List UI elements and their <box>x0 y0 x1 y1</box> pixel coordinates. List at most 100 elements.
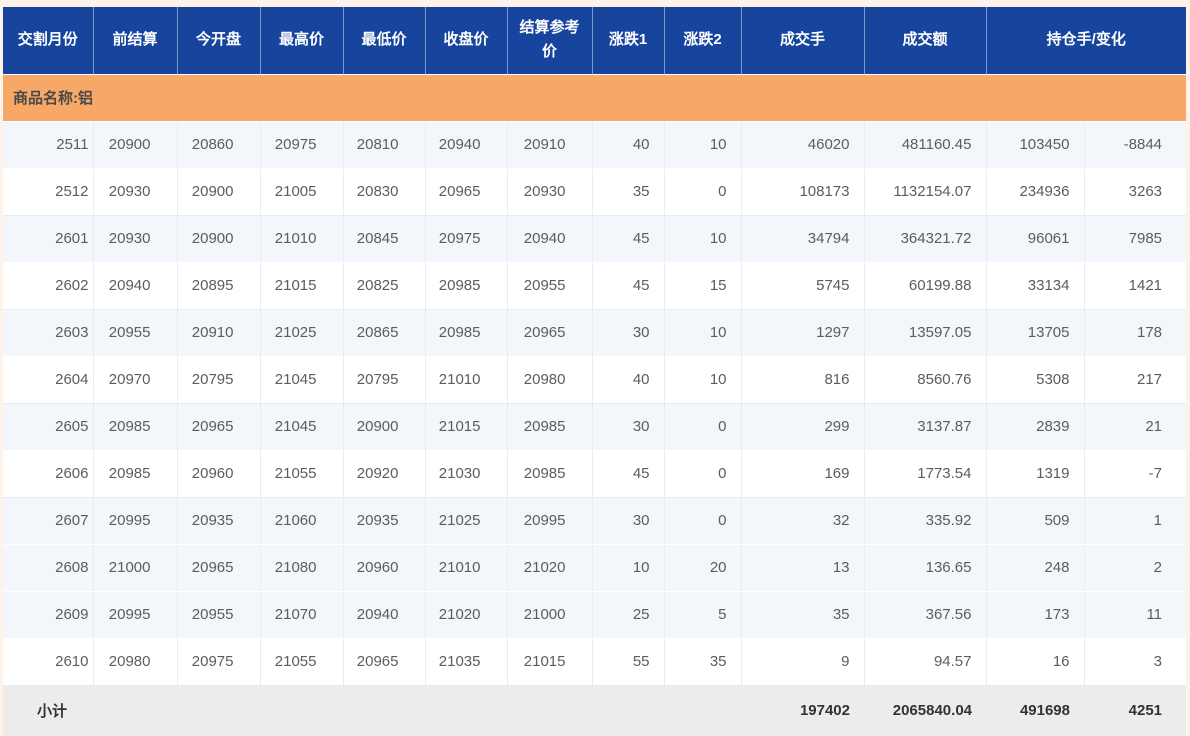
col-header-delivery-month: 交割月份 <box>3 7 94 74</box>
cell-value: 1319 <box>986 450 1085 498</box>
table-row: 2606 20985 20960 21055 20920 21030 20985 45 0 169… <box>3 450 1187 498</box>
cell-value: 1773.54 <box>864 450 987 498</box>
cell-value: 3137.87 <box>864 403 987 451</box>
cell-value: 1297 <box>741 309 865 357</box>
cell-value: -7 <box>1084 450 1187 498</box>
cell-value: 20955 <box>93 309 178 357</box>
subtotal-value <box>343 685 425 736</box>
cell-value: 173 <box>986 591 1085 639</box>
cell-value: 0 <box>664 403 742 451</box>
cell-value: 20955 <box>507 262 593 310</box>
cell-value: 3263 <box>1084 168 1187 216</box>
cell-value: 21010 <box>425 356 508 404</box>
cell-value: 20980 <box>507 356 593 404</box>
cell-value: 10 <box>592 544 665 592</box>
cell-value: 13705 <box>986 309 1085 357</box>
cell-value: 20910 <box>507 121 593 169</box>
cell-value: 20935 <box>343 497 426 545</box>
col-header-open-interest-change: 持仓手/变化 <box>986 7 1187 74</box>
cell-value: 20995 <box>507 497 593 545</box>
cell-value: 10 <box>664 121 742 169</box>
cell-value: 20810 <box>343 121 426 169</box>
cell-value: 20930 <box>93 168 178 216</box>
subtotal-value <box>177 685 260 736</box>
cell-value: 20900 <box>177 215 261 263</box>
cell-value: 20995 <box>93 591 178 639</box>
cell-value: 21045 <box>260 356 344 404</box>
cell-value: 481160.45 <box>864 121 987 169</box>
cell-value: 21015 <box>507 638 593 686</box>
cell-value: 21025 <box>425 497 508 545</box>
cell-value: 169 <box>741 450 865 498</box>
cell-value: 20960 <box>177 450 261 498</box>
col-header-turnover: 成交额 <box>864 7 987 74</box>
cell-value: 21000 <box>507 591 593 639</box>
cell-value: 2 <box>1084 544 1187 592</box>
cell-value: 299 <box>741 403 865 451</box>
col-header-prev-settlement: 前结算 <box>93 7 178 74</box>
cell-value: 20985 <box>507 450 593 498</box>
cell-value: 10 <box>664 356 742 404</box>
cell-value: 35 <box>664 638 742 686</box>
cell-value: 20965 <box>425 168 508 216</box>
cell-delivery-month: 2609 <box>3 591 94 639</box>
cell-value: 20980 <box>93 638 178 686</box>
subtotal-value <box>592 685 664 736</box>
subtotal-value: 2065840.04 <box>864 685 986 736</box>
cell-value: 335.92 <box>864 497 987 545</box>
cell-value: 20965 <box>177 544 261 592</box>
cell-value: 103450 <box>986 121 1085 169</box>
cell-delivery-month: 2607 <box>3 497 94 545</box>
col-header-low: 最低价 <box>343 7 426 74</box>
cell-value: 45 <box>592 215 665 263</box>
cell-value: 20910 <box>177 309 261 357</box>
cell-value: 178 <box>1084 309 1187 357</box>
table-row: 2602 20940 20895 21015 20825 20985 20955 45 15 57… <box>3 262 1187 310</box>
cell-value: 20865 <box>343 309 426 357</box>
cell-value: 33134 <box>986 262 1085 310</box>
table-row: 2511 20900 20860 20975 20810 20940 20910 40 10 46… <box>3 121 1187 169</box>
cell-value: 20900 <box>343 403 426 451</box>
table-row: 2512 20930 20900 21005 20830 20965 20930 35 0 108… <box>3 168 1187 216</box>
table-row: 2609 20995 20955 21070 20940 21020 21000 25 5 35 3… <box>3 591 1187 639</box>
cell-value: 20975 <box>425 215 508 263</box>
cell-value: 20860 <box>177 121 261 169</box>
table-row: 2604 20970 20795 21045 20795 21010 20980 40 10 81… <box>3 356 1187 404</box>
table-row: 2607 20995 20935 21060 20935 21025 20995 30 0 32 3… <box>3 497 1187 545</box>
subtotal-value <box>507 685 592 736</box>
cell-value: 34794 <box>741 215 865 263</box>
cell-value: 10 <box>664 309 742 357</box>
cell-value: 21000 <box>93 544 178 592</box>
cell-value: 20940 <box>93 262 178 310</box>
cell-value: 30 <box>592 497 665 545</box>
cell-value: 5308 <box>986 356 1085 404</box>
cell-delivery-month: 2608 <box>3 544 94 592</box>
cell-value: 21035 <box>425 638 508 686</box>
cell-value: 25 <box>592 591 665 639</box>
cell-value: 7985 <box>1084 215 1187 263</box>
cell-value: 40 <box>592 121 665 169</box>
cell-value: 364321.72 <box>864 215 987 263</box>
cell-value: 0 <box>664 168 742 216</box>
cell-delivery-month: 2604 <box>3 356 94 404</box>
cell-delivery-month: 2610 <box>3 638 94 686</box>
cell-value: 21070 <box>260 591 344 639</box>
cell-value: 20930 <box>93 215 178 263</box>
cell-value: 20985 <box>425 262 508 310</box>
cell-value: 2839 <box>986 403 1085 451</box>
cell-value: 21015 <box>260 262 344 310</box>
table-row: 2610 20980 20975 21055 20965 21035 21015 55 35 9 9… <box>3 638 1187 686</box>
cell-delivery-month: 2602 <box>3 262 94 310</box>
cell-value: 20845 <box>343 215 426 263</box>
commodity-group-row: 商品名称:铝 <box>3 73 1187 122</box>
cell-value: 20975 <box>177 638 261 686</box>
header-row: 交割月份 前结算 今开盘 最高价 最低价 收盘价 结算参考价 涨跌1 涨跌2 成… <box>3 7 1187 74</box>
cell-value: 21025 <box>260 309 344 357</box>
cell-value: 108173 <box>741 168 865 216</box>
cell-value: 15 <box>664 262 742 310</box>
cell-value: 21010 <box>260 215 344 263</box>
cell-value: 20900 <box>177 168 261 216</box>
cell-value: 20955 <box>177 591 261 639</box>
subtotal-value: 4251 <box>1084 685 1187 736</box>
